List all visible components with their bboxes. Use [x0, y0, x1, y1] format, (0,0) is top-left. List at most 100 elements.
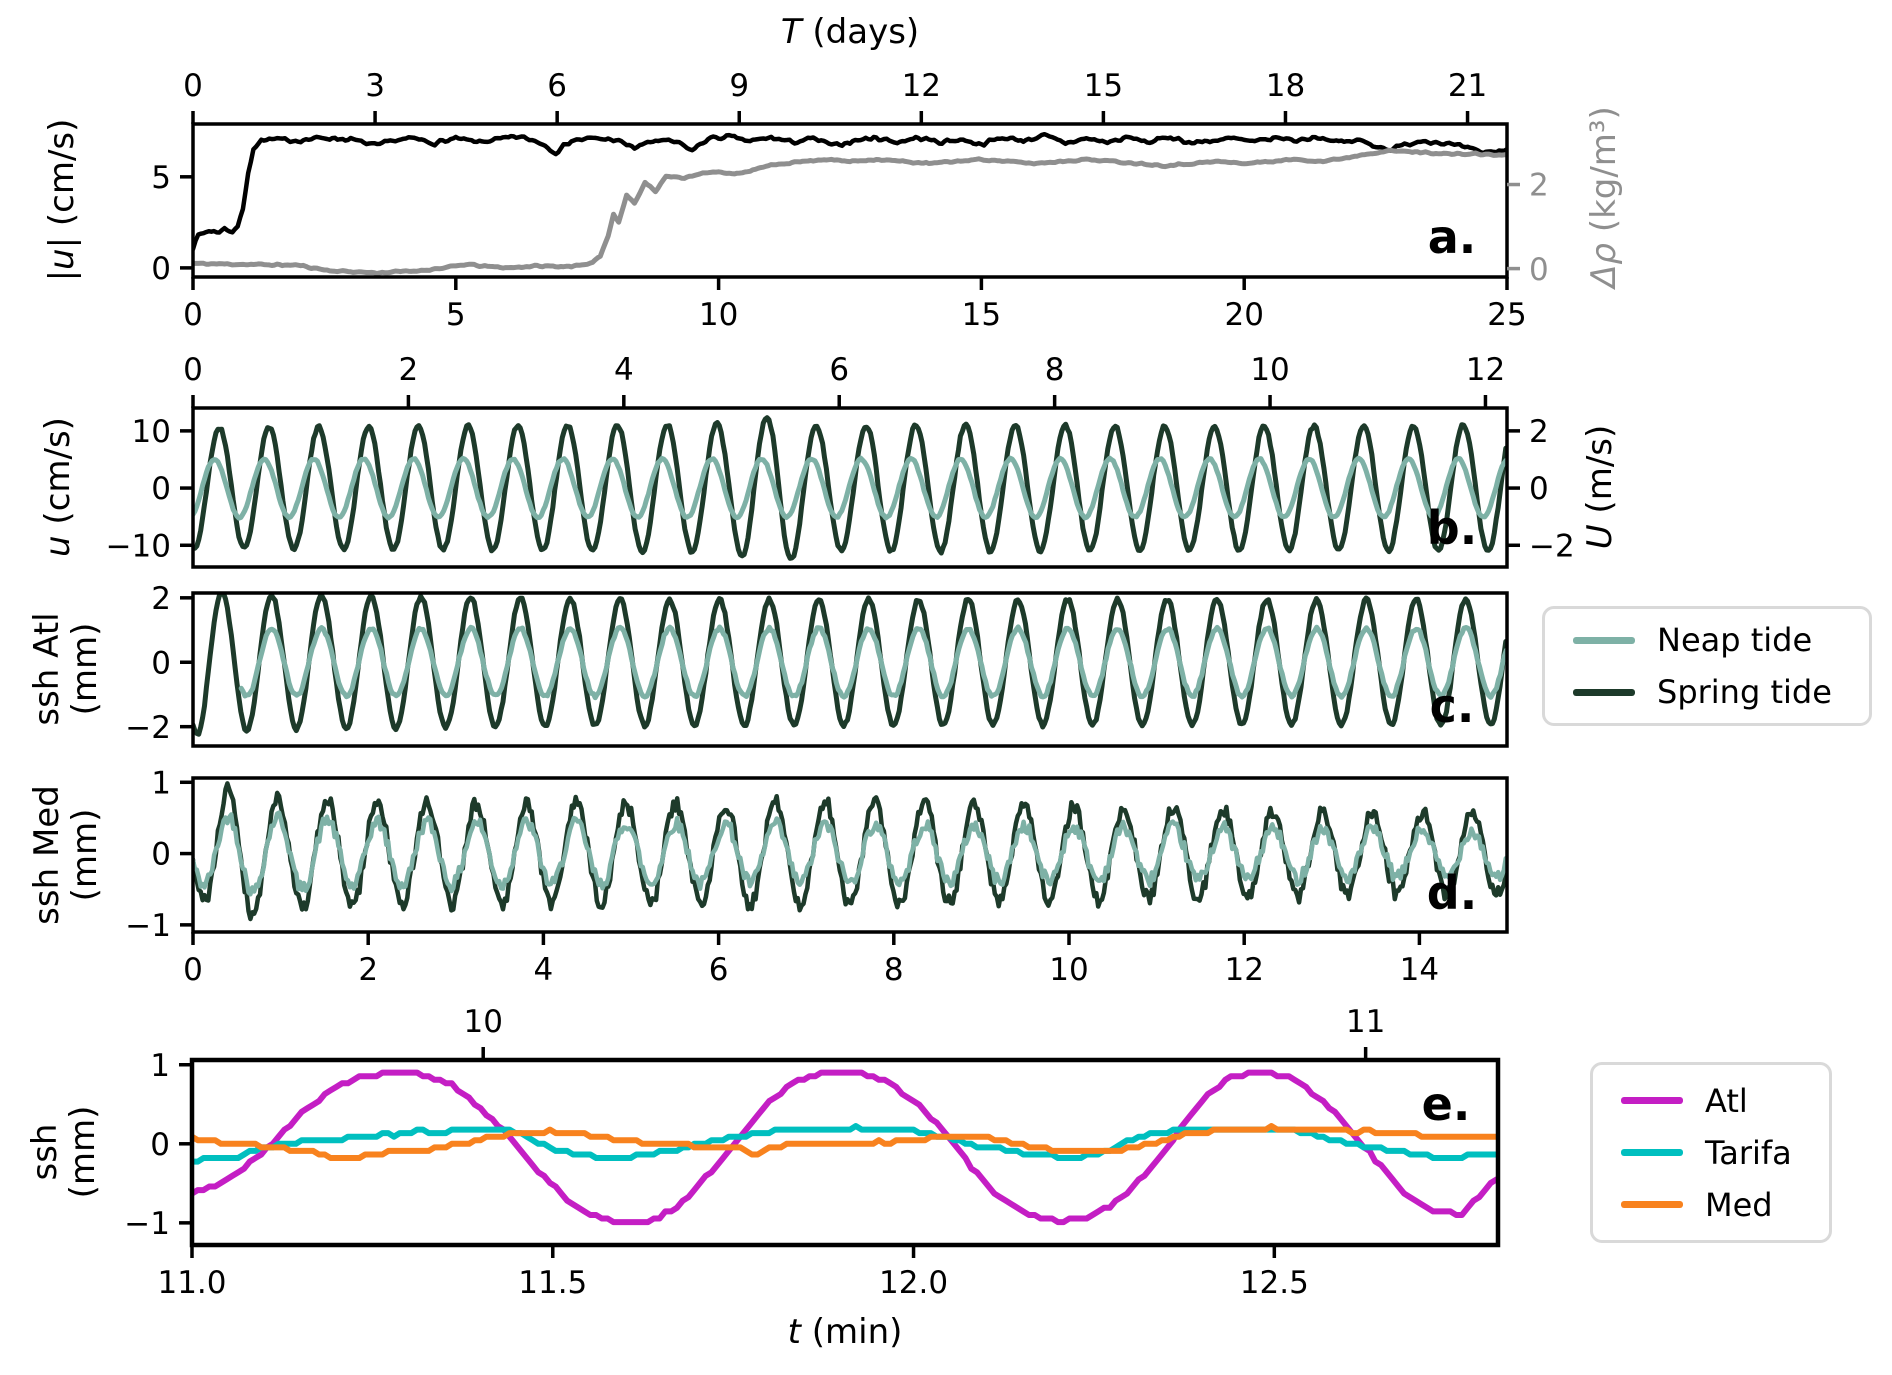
tick-label-b-top: 8 [1045, 352, 1065, 388]
right-ylabel-a-var: Δρ [1583, 242, 1624, 288]
tick-label-d-bottom: 6 [709, 952, 729, 988]
tick-label-a-top: 3 [365, 68, 385, 104]
right-ylabel-panel-b: U (m/s) [1579, 424, 1620, 550]
tick-label-a-top: 9 [729, 68, 749, 104]
tick-label-a-right: 2 [1529, 168, 1549, 204]
panel-letter-a: a. [1427, 210, 1477, 264]
legend-1: Neap tide Spring tide [1542, 606, 1872, 726]
panel-letter-c: c. [1429, 679, 1475, 733]
tick-label-c-left: 2 [151, 581, 171, 617]
legend-label: Neap tide [1657, 621, 1813, 659]
legend-2: Atl Tarifa Med [1590, 1062, 1832, 1243]
legend-label: Atl [1705, 1081, 1748, 1120]
tick-label-b-top: 6 [829, 352, 849, 388]
ylabel-a-unit: | (cm/s) [41, 118, 82, 249]
tick-label-a-top: 15 [1084, 68, 1123, 104]
panel-letter-b: b. [1426, 501, 1478, 555]
tick-label-b-top: 10 [1250, 352, 1289, 388]
tick-label-e-left: 0 [150, 1127, 170, 1163]
ylabel-a-var: u [41, 248, 82, 270]
tick-label-b-right: −2 [1529, 528, 1575, 564]
series-neap-tide-u [193, 455, 1507, 521]
xlabel-e-var: t [787, 1311, 801, 1352]
legend-item-med: Med [1593, 1186, 1829, 1224]
tick-label-b-top: 0 [183, 352, 203, 388]
series-spring-tide-u [193, 415, 1507, 561]
ylabel-panel-d: ssh Med (mm) [26, 785, 105, 925]
tick-label-e-left: 1 [150, 1048, 170, 1084]
top-axis-title: T (days) [781, 13, 919, 51]
tick-label-d-left: 1 [151, 765, 171, 801]
tick-label-a-top: 18 [1266, 68, 1305, 104]
tick-label-a-bottom: 0 [183, 297, 203, 333]
ylabel-panel-b: u (cm/s) [37, 417, 78, 557]
right-ylabel-b-var: U [1579, 524, 1620, 550]
ylabel-b-var: u [37, 535, 78, 557]
ylabel-panel-c: ssh Atl (mm) [26, 612, 105, 726]
tick-label-d-bottom: 10 [1049, 952, 1088, 988]
panel-letter-d: d. [1426, 866, 1478, 920]
tick-label-a-right: 0 [1529, 252, 1549, 288]
panel-letter-e: e. [1421, 1077, 1471, 1131]
panel-a-spines [191, 122, 1509, 279]
series-atl [192, 1069, 1498, 1226]
panel-c-spines [191, 591, 1509, 748]
tick-label-d-bottom: 14 [1400, 952, 1439, 988]
tick-label-a-top: 12 [902, 68, 941, 104]
tick-label-d-left: 0 [151, 837, 171, 873]
tick-label-b-right: 0 [1529, 471, 1549, 507]
tick-label-d-bottom: 8 [884, 952, 904, 988]
tick-label-a-top: 6 [547, 68, 567, 104]
tick-label-e-top: 11 [1346, 1004, 1385, 1040]
tick-label-b-left: 0 [151, 471, 171, 507]
legend-swatch-tarifa [1621, 1149, 1683, 1156]
tick-label-a-bottom: 25 [1487, 297, 1526, 333]
right-ylabel-a-unit: (kg/m³) [1583, 106, 1624, 243]
tick-label-e-left: −1 [124, 1206, 170, 1242]
tick-label-a-bottom: 15 [962, 297, 1001, 333]
tick-label-d-bottom: 4 [534, 952, 554, 988]
top-axis-title-unit: (days) [801, 11, 920, 52]
tick-label-d-left: −1 [125, 908, 171, 944]
tick-label-a-bottom: 10 [699, 297, 738, 333]
tick-label-e-top: 10 [463, 1004, 502, 1040]
legend-item-atl: Atl [1593, 1082, 1829, 1120]
series-spring-tide-ssh-atl [193, 593, 1507, 737]
legend-item-spring-tide: Spring tide [1545, 673, 1869, 711]
right-ylabel-b-unit: (m/s) [1579, 424, 1620, 525]
top-axis-title-var: T [780, 11, 802, 52]
ylabel-a-pre: | [41, 269, 82, 282]
tick-label-d-bottom: 12 [1224, 952, 1263, 988]
legend-label: Tarifa [1705, 1133, 1792, 1172]
xlabel-e-unit: (min) [800, 1311, 903, 1352]
legend-item-neap-tide: Neap tide [1545, 621, 1869, 659]
tick-label-b-left: 10 [132, 414, 171, 450]
tick-label-c-left: 0 [151, 645, 171, 681]
series-neap-tide-ssh-atl [238, 624, 1507, 701]
tick-label-b-top: 4 [614, 352, 634, 388]
legend-label: Med [1705, 1185, 1773, 1224]
series-speed-|u| [193, 131, 1507, 252]
tick-label-a-left: 0 [151, 251, 171, 287]
ylabel-b-unit: (cm/s) [37, 417, 78, 536]
tick-label-e-bottom: 11.0 [157, 1265, 226, 1301]
panel-e-spines [189, 1057, 1501, 1248]
tick-label-e-bottom: 12.5 [1240, 1265, 1309, 1301]
tick-label-a-top: 21 [1448, 68, 1487, 104]
tick-label-a-bottom: 20 [1224, 297, 1263, 333]
tick-label-d-bottom: 0 [183, 952, 203, 988]
tick-label-a-left: 5 [151, 160, 171, 196]
tick-label-b-left: −10 [106, 528, 171, 564]
xlabel-panel-e: t (min) [788, 1313, 903, 1351]
legend-swatch-neap [1573, 636, 1635, 644]
tick-label-b-right: 2 [1529, 414, 1549, 450]
tick-label-a-top: 0 [183, 68, 203, 104]
series-density-difference-δρ [193, 147, 1507, 277]
legend-label: Spring tide [1657, 673, 1832, 711]
tick-label-e-bottom: 12.0 [879, 1265, 948, 1301]
tick-label-b-top: 2 [399, 352, 419, 388]
legend-swatch-atl [1621, 1097, 1683, 1104]
tick-label-d-bottom: 2 [358, 952, 378, 988]
legend-swatch-med [1621, 1201, 1683, 1208]
